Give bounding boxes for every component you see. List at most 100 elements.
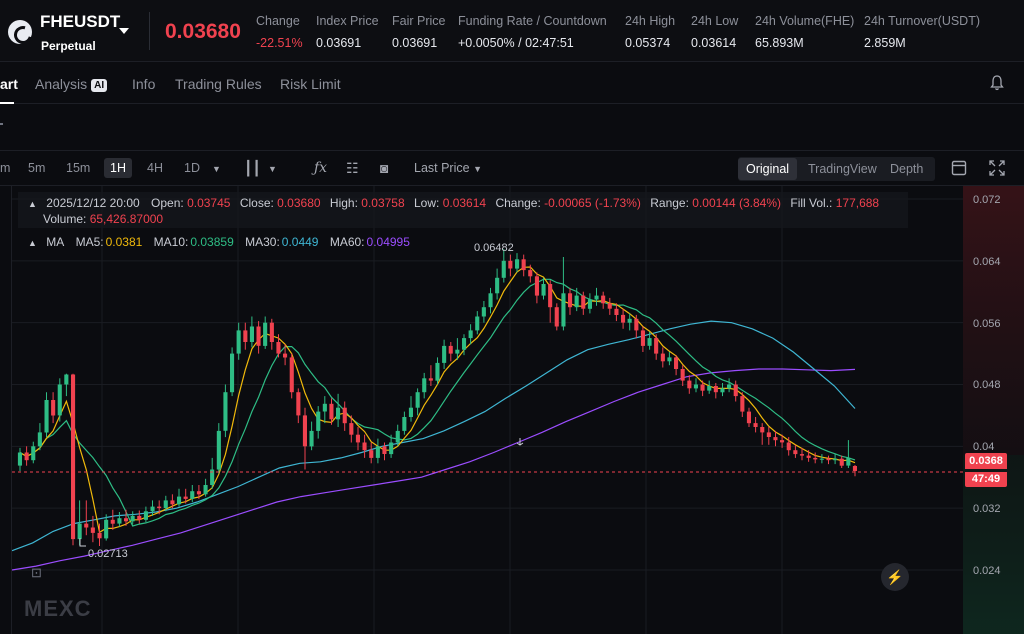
tab-trading-rules[interactable]: Trading Rules xyxy=(175,76,262,92)
tab-analysis[interactable]: Analysis AI xyxy=(35,76,108,92)
flash-trade-icon[interactable]: ⚡ xyxy=(881,563,909,591)
contract-type: Perpetual xyxy=(41,39,96,53)
candle-body xyxy=(455,349,460,354)
candle-body xyxy=(143,511,148,520)
open-label: Open: xyxy=(151,196,184,210)
candle-body xyxy=(594,295,599,300)
edge-mark xyxy=(0,123,3,125)
candle-body xyxy=(468,330,473,339)
fill-volume-value: 177,688 xyxy=(835,196,880,210)
candle-type-dropdown-icon[interactable]: ▼ xyxy=(268,164,277,174)
lowest-price-label: 0.02713 xyxy=(88,548,128,560)
low-label: Low: xyxy=(414,196,440,210)
change-value: -0.00065 (-1.73%) xyxy=(544,196,641,210)
candle-body xyxy=(833,458,838,461)
indicator-icon[interactable]: ƒx xyxy=(314,160,328,176)
price-tick: 0.056 xyxy=(973,318,1001,330)
fullscreen-icon[interactable] xyxy=(989,160,1005,176)
stat-24h-high: 24h High 0.05374 xyxy=(625,14,675,50)
candle-body xyxy=(793,450,798,455)
stat-funding-rate[interactable]: Funding Rate / Countdown +0.0050% / 02:4… xyxy=(458,14,607,50)
layout-icon[interactable]: ☷ xyxy=(346,160,359,176)
candle-body xyxy=(806,455,811,458)
candle-body xyxy=(647,338,652,346)
timeframe-15m[interactable]: 15m xyxy=(66,161,91,175)
window-layout-icon[interactable] xyxy=(951,160,967,176)
stat-value: +0.0050% / 02:47:51 xyxy=(458,36,574,50)
candle-body xyxy=(674,357,679,369)
candle-body xyxy=(309,430,314,447)
stat-24h-low: 24h Low 0.03614 xyxy=(691,14,738,50)
candle-body xyxy=(587,299,592,309)
timeframe-1h[interactable]: 1H xyxy=(104,158,132,178)
price-tick: 0.064 xyxy=(973,256,1001,268)
chart-canvas[interactable] xyxy=(0,186,1024,634)
candle-body xyxy=(422,378,427,393)
open-value: 0.03745 xyxy=(187,196,231,210)
candle-body xyxy=(766,432,771,437)
tab-analysis-label: Analysis xyxy=(35,76,88,92)
candle-body xyxy=(342,407,347,424)
collapse-icon[interactable]: ▲ xyxy=(28,199,37,209)
change-label: Change: xyxy=(495,196,541,210)
ma-legend: ▲ MA MA5: 0.0381 MA10: 0.03859 MA30: 0.0449… xyxy=(28,235,412,249)
tab-chart[interactable]: art xyxy=(0,76,18,104)
symbol-name[interactable]: FHEUSDT xyxy=(40,12,121,31)
ma30-value: 0.0449 xyxy=(281,235,319,249)
candle-body xyxy=(727,384,732,389)
timeframe-4h[interactable]: 4H xyxy=(147,161,163,175)
candle-body xyxy=(819,458,824,460)
candle-body xyxy=(733,384,738,397)
price-chart[interactable] xyxy=(0,186,1024,634)
chevron-down-icon[interactable] xyxy=(119,28,129,34)
candle-body xyxy=(269,322,274,342)
timeframe-1m[interactable]: m xyxy=(0,161,11,175)
camera-icon[interactable]: ◙ xyxy=(380,160,389,176)
price-tick: 0.048 xyxy=(973,379,1001,391)
ohlc-row: ▲ 2025/12/12 20:00 Open: 0.03745 Close: … xyxy=(28,196,885,210)
collapse-icon[interactable]: ▲ xyxy=(28,238,37,248)
timeframe-dropdown-icon[interactable]: ▼ xyxy=(212,164,221,174)
candle-body xyxy=(355,434,360,443)
candle-body xyxy=(236,330,241,354)
candle-body xyxy=(196,491,201,495)
spacer xyxy=(0,104,1024,150)
stat-24h-turnover: 24h Turnover(USDT) 2.859M xyxy=(864,14,980,50)
price-type-select[interactable]: Last Price ▼ xyxy=(414,161,482,175)
stat-label: 24h Low xyxy=(691,14,739,28)
candle-body xyxy=(104,519,109,539)
candle-body xyxy=(117,518,122,524)
countdown-tag: 47:49 xyxy=(965,472,1007,487)
candle-body xyxy=(528,270,533,277)
price-tick: 0.04 xyxy=(973,441,995,453)
candle-body xyxy=(230,353,235,393)
view-depth[interactable]: Depth xyxy=(890,162,924,176)
view-original[interactable]: Original xyxy=(738,158,798,180)
ma30-label: MA30: xyxy=(245,235,280,249)
candle-body xyxy=(408,407,413,417)
candle-body xyxy=(660,353,665,362)
drawing-tool-icon[interactable]: ⊡ xyxy=(31,565,42,580)
current-price-tag: 0.0368 xyxy=(965,453,1007,469)
candle-body xyxy=(687,380,692,389)
candle-body xyxy=(375,446,380,458)
bell-icon[interactable] xyxy=(990,75,1004,91)
candle-body xyxy=(442,345,447,363)
candle-body xyxy=(296,392,301,416)
candle-type-icon[interactable]: ┃┃ xyxy=(244,160,261,176)
tab-risk-limit[interactable]: Risk Limit xyxy=(280,76,341,92)
view-tradingview[interactable]: TradingView xyxy=(808,162,877,176)
timeframe-1d[interactable]: 1D xyxy=(184,161,200,175)
stat-value: 65.893M xyxy=(755,36,804,50)
candle-body xyxy=(700,384,705,391)
timeframe-5m[interactable]: 5m xyxy=(28,161,46,175)
candle-body xyxy=(137,515,142,520)
drawing-tools-strip xyxy=(0,186,12,634)
tab-info[interactable]: Info xyxy=(132,76,156,92)
price-tick: 0.072 xyxy=(973,194,1001,206)
candle-body xyxy=(37,432,42,447)
stat-label: 24h High xyxy=(625,14,676,28)
candle-body xyxy=(157,506,162,509)
ohlc-panel xyxy=(18,192,908,228)
candle-body xyxy=(693,384,698,389)
